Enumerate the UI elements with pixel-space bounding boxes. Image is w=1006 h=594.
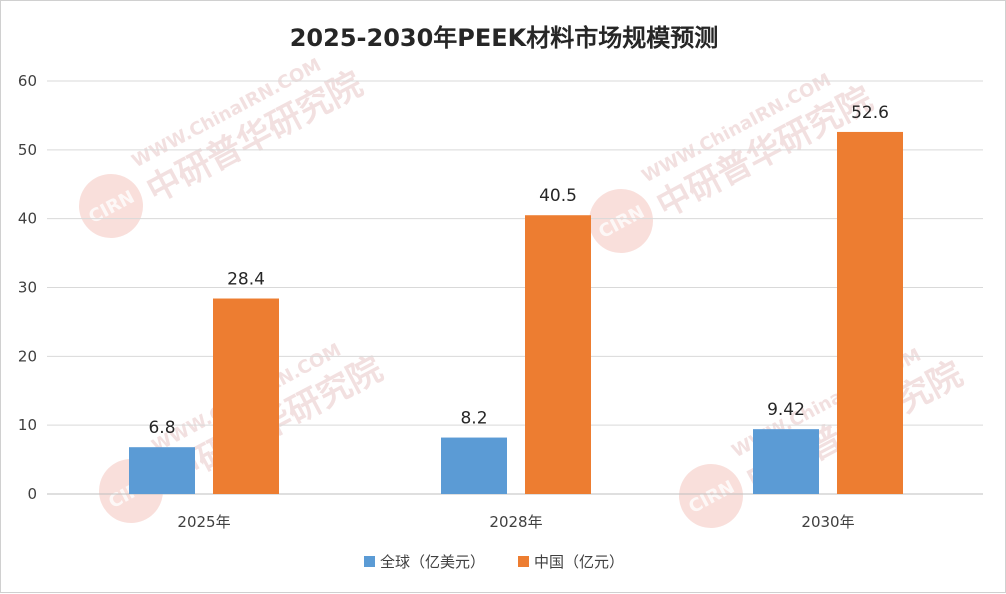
bar-global-2 [753, 429, 819, 494]
y-tick-label: 20 [18, 347, 37, 365]
x-axis-categories: 2025年 2028年 2030年 [177, 513, 854, 531]
bar-global-0 [129, 447, 195, 494]
data-label: 52.6 [851, 103, 889, 123]
watermark-logo-circle [679, 464, 743, 528]
bars [129, 131, 903, 495]
watermark-layer: CIRNWWW.ChinaIRN.COM中研普华研究院CIRNWWW.China… [79, 55, 969, 528]
legend: 全球（亿美元） 中国（亿元） [364, 553, 624, 571]
gridlines [47, 80, 983, 495]
bar-china-0 [213, 298, 279, 494]
data-label: 40.5 [539, 186, 577, 206]
y-tick-label: 10 [18, 416, 37, 434]
bar-global-1 [441, 437, 507, 494]
watermark-logo-circle [79, 174, 143, 238]
data-label: 8.2 [460, 409, 487, 429]
legend-label: 中国（亿元） [534, 553, 624, 571]
y-tick-label: 40 [18, 210, 37, 228]
y-tick-label: 50 [18, 141, 37, 159]
x-category-label: 2028年 [489, 513, 542, 531]
data-label: 6.8 [148, 418, 175, 438]
data-label: 28.4 [227, 270, 265, 290]
data-label: 9.42 [767, 400, 805, 420]
bar-china-2 [837, 131, 903, 495]
x-category-label: 2030年 [801, 513, 854, 531]
legend-swatch [518, 556, 529, 567]
legend-swatch [364, 556, 375, 567]
bar-china-1 [525, 215, 591, 494]
y-tick-label: 60 [18, 72, 37, 90]
y-tick-label: 0 [27, 485, 37, 503]
y-tick-label: 30 [18, 279, 37, 297]
watermark-logo-circle [589, 189, 653, 253]
x-category-label: 2025年 [177, 513, 230, 531]
data-labels: 6.8 28.4 8.2 40.5 9.42 52.6 [148, 103, 888, 438]
legend-label: 全球（亿美元） [380, 553, 485, 571]
y-axis-ticks: 0 10 20 30 40 50 60 [18, 72, 37, 503]
chart-title: 2025-2030年PEEK材料市场规模预测 [290, 24, 719, 52]
